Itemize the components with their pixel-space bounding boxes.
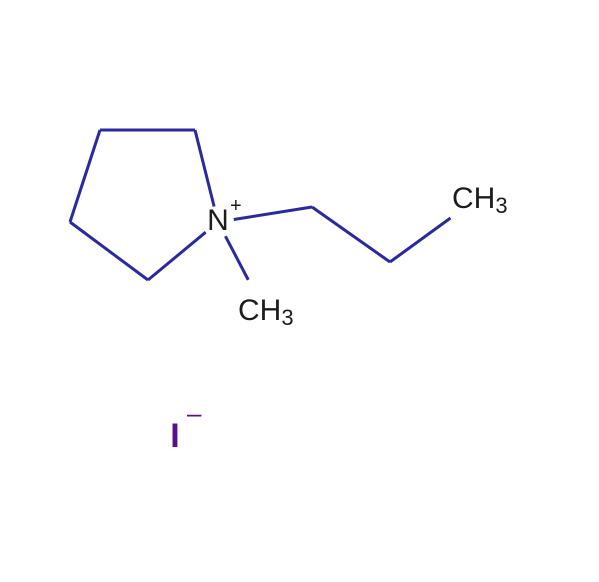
svg-text:–: – (187, 398, 202, 428)
molecule-diagram: N+CH3CH3I– (0, 0, 599, 582)
svg-text:I: I (170, 417, 179, 455)
svg-text:+: + (230, 195, 242, 217)
svg-text:N: N (207, 204, 229, 237)
